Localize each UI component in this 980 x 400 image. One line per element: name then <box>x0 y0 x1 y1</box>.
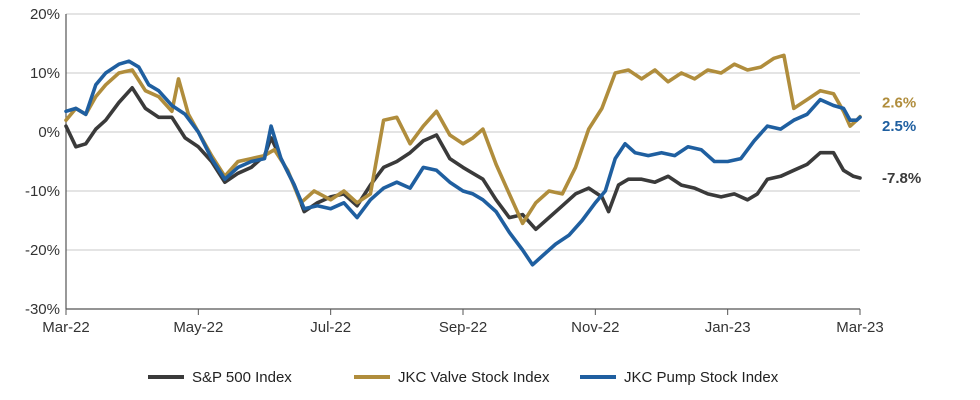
x-tick-label: Jul-22 <box>310 319 351 336</box>
series-line-jkc-valve-stock-index <box>64 53 862 226</box>
x-tick-label: Mar-22 <box>42 319 90 336</box>
x-tick-label: Jan-23 <box>705 319 751 336</box>
x-tick-label: Mar-23 <box>836 319 884 336</box>
gridlines <box>66 13 860 310</box>
y-tick-label: -20% <box>25 242 60 259</box>
end-label: 2.6% <box>882 95 916 112</box>
series-lines <box>64 53 862 267</box>
y-tick-label: -10% <box>25 183 60 200</box>
y-tick-label: 10% <box>30 65 60 82</box>
end-label: -7.8% <box>882 170 921 187</box>
x-tick-label: May-22 <box>173 319 223 336</box>
legend-item-label: S&P 500 Index <box>192 369 292 386</box>
y-tick-label: -30% <box>25 301 60 318</box>
end-label: 2.5% <box>882 118 916 135</box>
legend-item-label: JKC Valve Stock Index <box>398 369 550 386</box>
x-tick-label: Sep-22 <box>439 319 487 336</box>
y-tick-label: 0% <box>38 124 60 141</box>
y-tick-label: 20% <box>30 6 60 23</box>
end-labels: -7.8% 2.6% 2.5% <box>882 95 921 188</box>
series-line-jkc-pump-stock-index <box>64 59 862 267</box>
axes: 20% 10% 0% -10% -20% -30%Mar-22 May-22 Jul-22 Se… <box>25 6 884 336</box>
x-tick-label: Nov-22 <box>571 319 619 336</box>
series-line-s-p-500-index <box>64 86 862 232</box>
legend-item-label: JKC Pump Stock Index <box>624 369 779 386</box>
legend: S&P 500 Index JKC Valve Stock Index JKC Pu… <box>148 369 779 386</box>
